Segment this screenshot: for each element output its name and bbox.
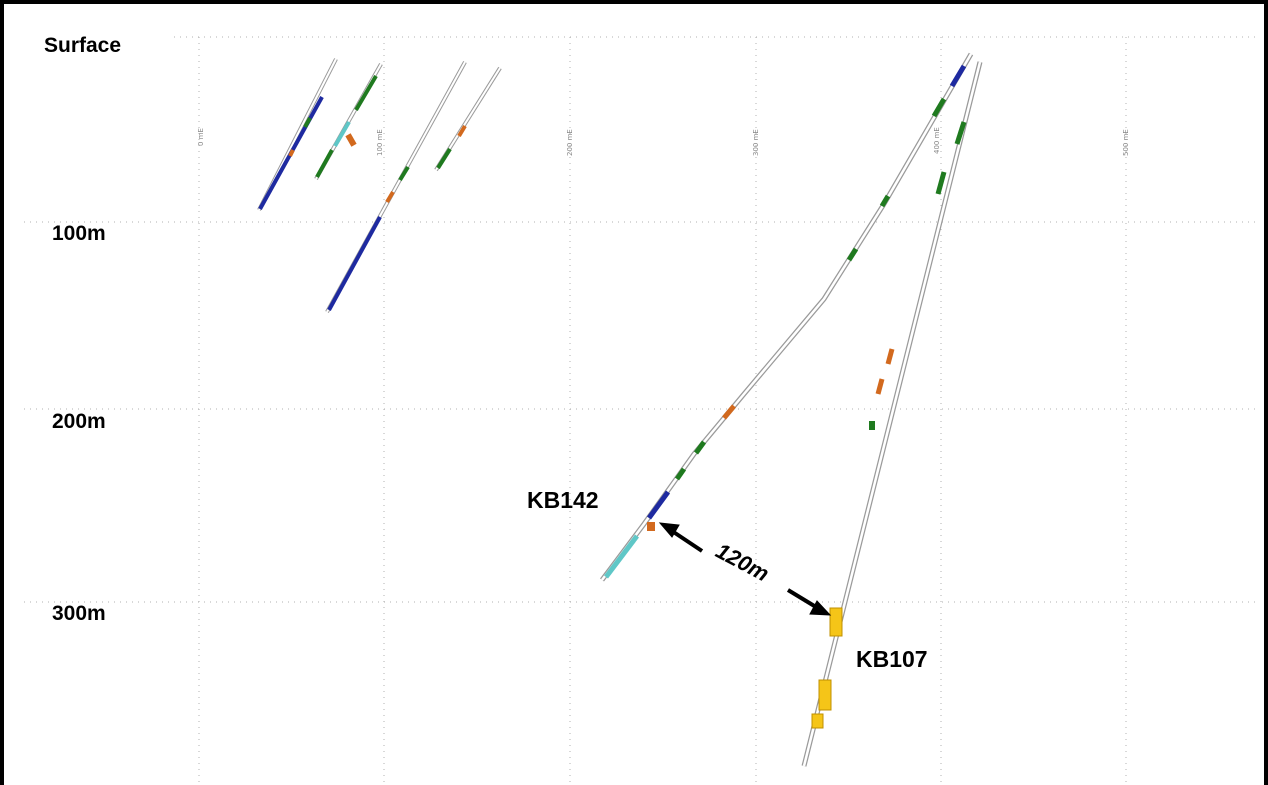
drillhole-trace-inner: [802, 61, 982, 767]
distance-label: 120m: [712, 538, 773, 586]
interval-orange: [875, 378, 885, 395]
interval-green: [674, 467, 687, 481]
interval-green: [315, 149, 334, 178]
interval-orange-box: [647, 522, 655, 531]
interval-green: [693, 440, 707, 455]
interval-orange: [885, 348, 895, 365]
depth-label-300m: 300m: [52, 602, 106, 625]
interval-cyan: [333, 120, 351, 148]
interval-green: [436, 147, 452, 170]
interval-yellow-box: [811, 713, 824, 729]
depth-labels: Surface 100m 200m 300m: [44, 34, 121, 625]
easting-tick-100: 100 mE: [376, 129, 384, 156]
interval-green: [354, 74, 378, 112]
interval-green: [398, 165, 410, 182]
easting-tick-500: 500 mE: [1122, 129, 1130, 156]
easting-tick-0: 0 mE: [197, 128, 205, 146]
interval-orange: [288, 149, 295, 157]
depth-label-200m: 200m: [52, 410, 106, 433]
interval-orange: [457, 124, 467, 138]
interval-orange-box: [345, 133, 357, 147]
drillhole-kb107: [801, 61, 983, 767]
interval-green: [935, 171, 947, 195]
drillhole-cross-section: 0 mE 100 mE 200 mE 300 mE 400 mE 500 mE …: [24, 34, 1259, 784]
interval-green: [879, 194, 891, 208]
drillhole-kb142: [600, 52, 974, 582]
easting-tick-300: 300 mE: [752, 129, 760, 156]
hole-label-kb107: KB107: [856, 646, 928, 672]
interval-blue: [949, 64, 967, 88]
easting-tick-400: 400 mE: [933, 127, 941, 154]
interval-yellow-box: [829, 607, 843, 637]
distance-arrow: [658, 522, 832, 616]
interval-blue: [327, 216, 382, 311]
hole-label-kb142: KB142: [527, 487, 599, 513]
interval-green: [303, 117, 312, 128]
interval-yellow-box: [818, 679, 832, 711]
short-drillholes: [257, 58, 502, 313]
interval-green: [954, 121, 967, 145]
section-canvas: 0 mE 100 mE 200 mE 300 mE 400 mE 500 mE …: [4, 4, 1264, 785]
interval-orange: [385, 190, 395, 204]
easting-tick-labels: 0 mE 100 mE 200 mE 300 mE 400 mE 500 mE: [197, 127, 1130, 156]
interval-blue: [646, 490, 671, 520]
interval-cyan: [604, 534, 639, 579]
interval-green: [846, 247, 859, 262]
easting-tick-200: 200 mE: [566, 129, 574, 156]
interval-green: [931, 97, 947, 118]
interval-orange: [722, 404, 736, 420]
interval-green-box: [869, 421, 875, 430]
depth-label-100m: 100m: [52, 222, 106, 245]
grid: [24, 36, 1259, 784]
depth-label-surface: Surface: [44, 34, 121, 57]
